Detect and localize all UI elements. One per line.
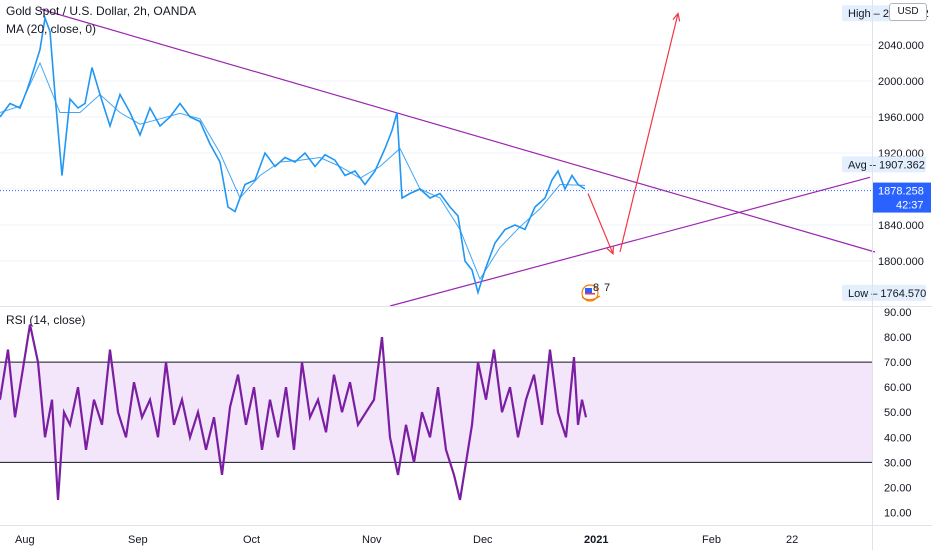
time-tick-label: Aug	[15, 534, 35, 546]
time-tick-label: 2021	[584, 534, 608, 546]
price-pane[interactable]: 1800.0001840.0001880.0001920.0001960.000…	[0, 5, 931, 307]
flag-icon	[585, 288, 592, 293]
rsi-axis[interactable]: 10.00 20.00 30.00 40.00 50.00 60.00 70.00 80.00…	[884, 307, 912, 519]
last-price-value: 1878.258	[878, 186, 924, 198]
flag-stripe-icon	[585, 293, 595, 295]
time-tick-label: Sep	[128, 534, 148, 546]
price-tick-label: 1840.000	[878, 220, 924, 232]
arrow-shaft	[619, 13, 679, 253]
countdown-value: 42:37	[896, 200, 924, 212]
rsi-tick-label: 60.00	[884, 382, 912, 394]
rsi-tick-label: 20.00	[884, 482, 912, 494]
trendline	[39, 8, 876, 253]
time-tick-label: Nov	[362, 534, 382, 546]
marker-tag-low	[842, 284, 926, 301]
price-axis[interactable]: 1800.0001840.0001880.0001920.0001960.000…	[878, 40, 924, 268]
event-marker[interactable]: 8 7	[581, 282, 610, 302]
time-tick-label: 22	[786, 534, 798, 546]
rsi-indicator-label[interactable]: RSI (14, close)	[6, 313, 86, 327]
last-price-tag	[873, 182, 931, 213]
price-gridlines	[0, 44, 873, 262]
rsi-tick-label: 90.00	[884, 307, 912, 319]
rsi-line	[0, 324, 588, 501]
trendlines	[39, 8, 876, 307]
rsi-tick-label: 10.00	[884, 507, 912, 519]
rsi-tick-label: 30.00	[884, 457, 912, 469]
rsi-tick-label: 40.00	[884, 432, 912, 444]
rsi-tick-label: 50.00	[884, 407, 912, 419]
moving-average-line	[0, 61, 586, 281]
ma-indicator-label[interactable]: MA (20, close, 0)	[6, 22, 97, 36]
forecast-arrows	[587, 12, 681, 256]
event-count-1: 8	[593, 282, 599, 294]
time-tick-label: Dec	[473, 534, 493, 546]
event-swoosh-icon	[581, 295, 601, 301]
arrow-head-icon	[672, 12, 681, 22]
rsi-band-fill	[0, 362, 873, 463]
price-line	[0, 14, 586, 296]
time-tick-label: Oct	[243, 534, 260, 546]
price-tick-label: 1960.000	[878, 112, 924, 124]
rsi-tick-label: 70.00	[884, 357, 912, 369]
price-tick-label: 2040.000	[878, 40, 924, 52]
arrow-shaft	[587, 193, 614, 255]
arrow-head-icon	[606, 245, 615, 256]
time-axis[interactable]: Aug Sep Oct Nov Dec 2021 Feb 22	[15, 534, 798, 546]
marker-tag-text: Low – 1764.570	[848, 288, 926, 300]
event-count-2: 7	[604, 282, 610, 294]
rsi-pane[interactable]: 10.00 20.00 30.00 40.00 50.00 60.00 70.00 80.00…	[0, 307, 912, 519]
trendline	[389, 176, 871, 307]
rsi-tick-label: 80.00	[884, 332, 912, 344]
marker-tag-text: Avg – 1907.362	[848, 159, 925, 171]
symbol-title[interactable]: Gold Spot / U.S. Dollar, 2h, OANDA	[6, 4, 197, 18]
price-tick-label: 2000.000	[878, 76, 924, 88]
marker-tag-avg	[842, 156, 926, 173]
time-tick-label: Feb	[702, 534, 721, 546]
currency-button[interactable]: USD	[889, 3, 927, 21]
price-tick-label: 1800.000	[878, 256, 924, 268]
